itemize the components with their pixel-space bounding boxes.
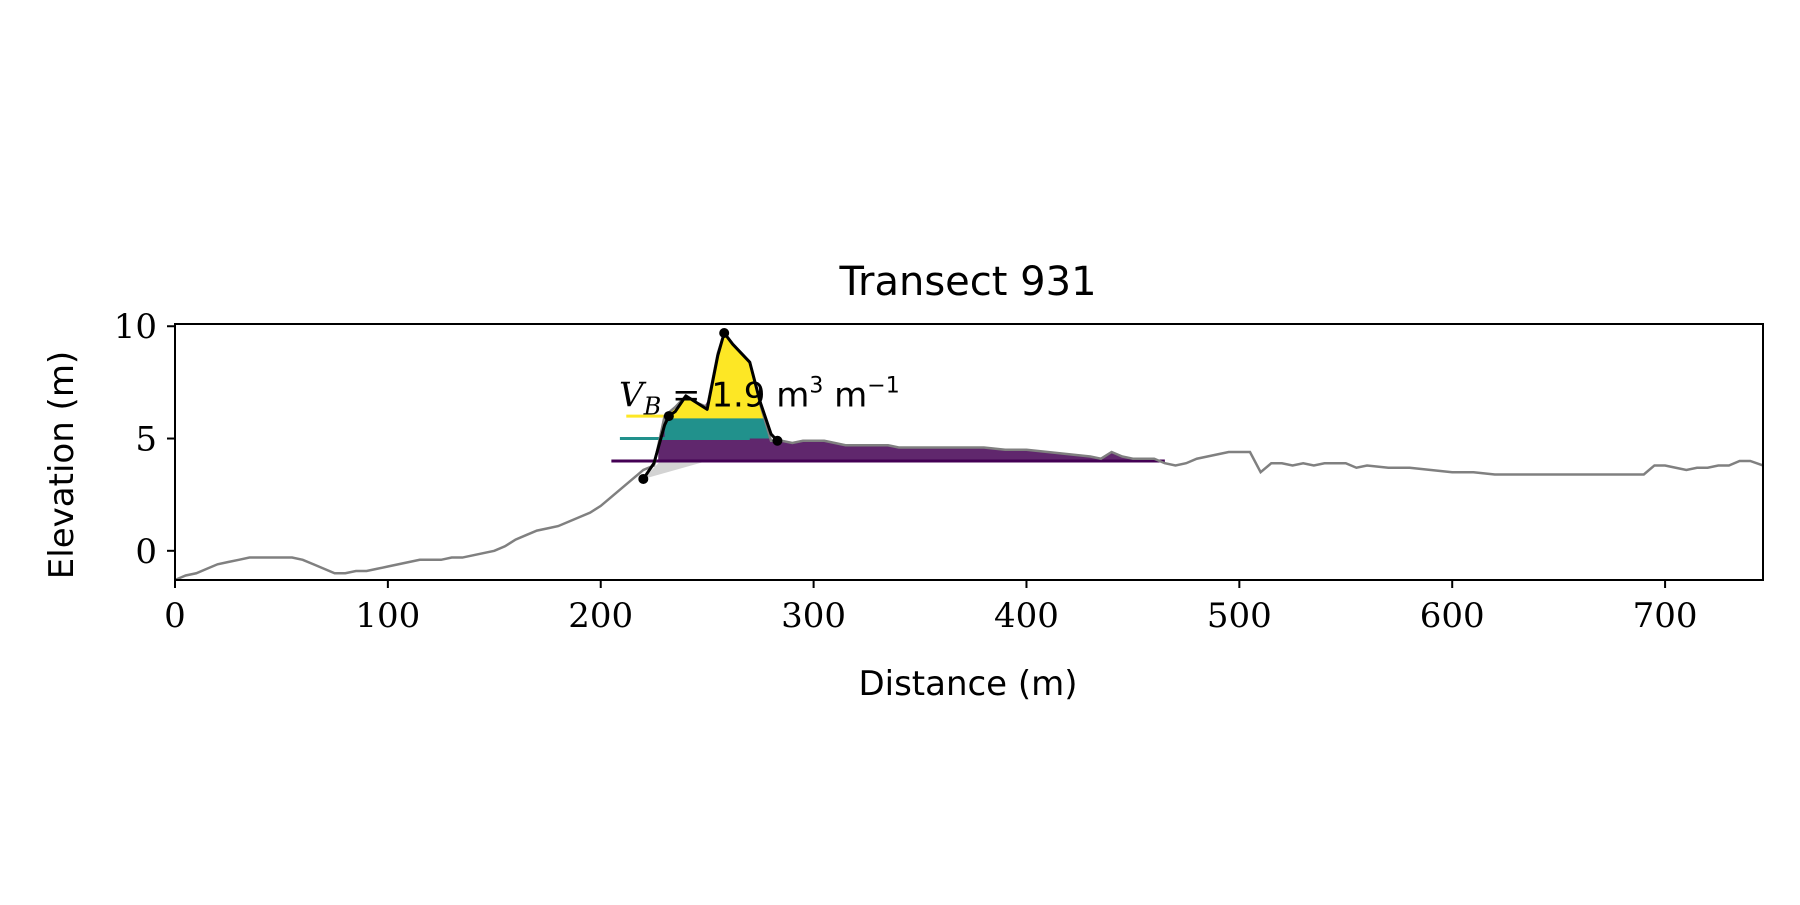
annotation-value: 1.9 m	[711, 376, 809, 416]
lines-layer	[174, 330, 1764, 582]
elevation-profile-line	[174, 330, 1764, 582]
plot-frame	[174, 323, 1764, 581]
annotation-subscript: B	[643, 393, 662, 421]
annotation-equals: =	[661, 376, 711, 416]
chart-title: Transect 931	[838, 259, 1096, 305]
annotation-exponent-3: 3	[809, 374, 823, 399]
toe-wedge-area	[643, 460, 708, 479]
x-tick-label-3: 300	[781, 596, 846, 636]
key-point-0	[638, 473, 649, 484]
x-tick-label-4: 400	[994, 596, 1059, 636]
volume-band-0	[658, 335, 1165, 461]
x-tick-label-0: 0	[164, 596, 186, 636]
key-point-1	[663, 411, 674, 422]
x-axis-label: Distance (m)	[858, 664, 1077, 704]
annotation-unit: m	[823, 376, 867, 416]
x-tick-label-6: 600	[1420, 596, 1485, 636]
y-tick-label-1: 5	[135, 420, 157, 460]
y-tick-label-0: 0	[135, 532, 157, 572]
volume-bands-layer	[643, 333, 1165, 479]
y-tick-label-2: 10	[114, 307, 157, 347]
volume-band-2	[668, 333, 765, 419]
x-tick-label-7: 700	[1633, 596, 1698, 636]
y-axis-label: Elevation (m)	[42, 351, 82, 579]
x-tick-label-1: 100	[355, 596, 420, 636]
annotation-exponent-neg1: −1	[867, 374, 899, 399]
annotation-symbol: V	[619, 376, 647, 416]
x-tick-label-2: 200	[568, 596, 633, 636]
key-point-3	[772, 435, 783, 446]
axes-layer	[174, 323, 1764, 581]
x-tick-label-5: 500	[1207, 596, 1272, 636]
key-point-2	[719, 327, 730, 338]
ticks-layer: 0 100 200 300 400 500 600 700 0 5 10	[114, 307, 1698, 636]
key-points-layer	[638, 327, 783, 484]
volume-annotation: VB = 1.9 m3 m−1	[619, 374, 900, 421]
